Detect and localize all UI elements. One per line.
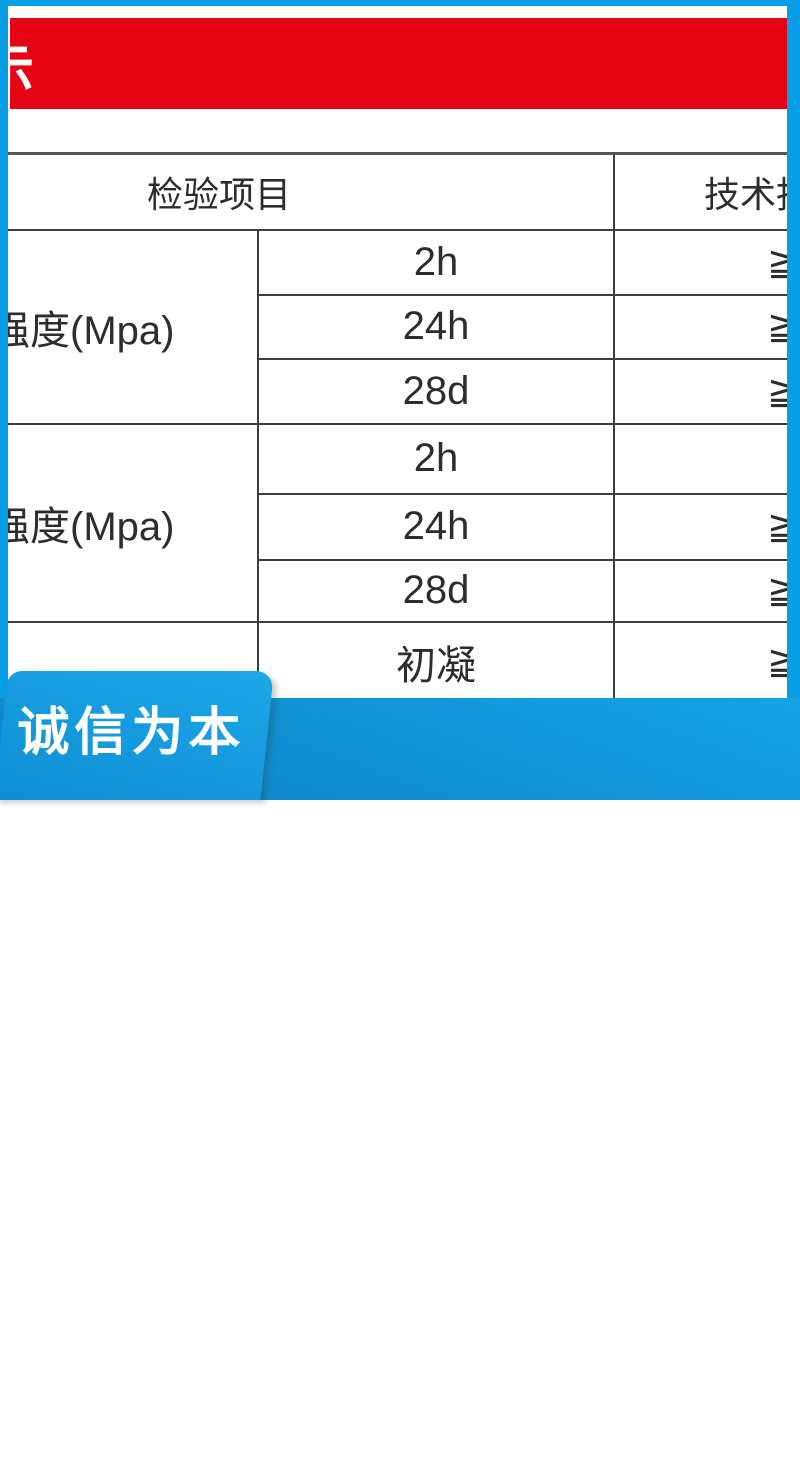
table-row: 强度(Mpa) 2h ≧ [0,228,800,425]
frame-left-border [0,0,8,800]
group-1-label: 强度(Mpa) [0,308,175,353]
spec-value: ≧ [613,293,800,360]
frame-right-border [787,0,800,800]
age-cell: 28d [256,558,616,623]
age-cell: 初凝 [256,620,616,703]
spec-value: ≧ [613,357,800,425]
spec-value: ≧ [613,558,800,623]
bar-slogans: 发货及时 畅销当地 [292,1422,756,1472]
spec-value: ≧ [613,492,800,561]
group-2-label-cell: 强度(Mpa) [0,422,259,623]
table-row: 28d ≧ [0,558,800,623]
header-inspection-items: 检验项目 [0,152,616,231]
spec-value: ≧ [613,422,800,495]
table-header-row: 检验项目 技术指标 [0,152,800,231]
group-2-label: 强度(Mpa) [0,504,175,549]
age-cell: 2h [256,422,616,495]
spec-value: ≧ [613,620,800,703]
table-row: 强度(Mpa) 2h ≧ [0,422,800,623]
integrity-ribbon: 诚信为本 [0,671,274,800]
age-cell: 28d [256,357,616,425]
header-technical-spec: 技术指标 [613,152,800,231]
frame-top-border [0,0,800,6]
age-cell: 24h [256,492,616,561]
age-cell: 2h [256,228,616,296]
banner-clipped-character: 示 [10,44,34,98]
slogan-shipping: 发货及时 [292,1419,504,1475]
group-1-label-cell: 强度(Mpa) [0,228,259,425]
top-banner: 示 [10,18,787,109]
age-cell: 24h [256,293,616,360]
slogan-popular: 畅销当地 [544,1419,756,1475]
spec-table: 检验项目 技术指标 强度(Mpa) 2h ≧ 24h ≧ 28d ≧ 强度(Mp… [0,152,800,703]
slogan-integrity: 诚信为本 [17,704,246,762]
table-row: 24h ≧ [0,492,800,561]
table-row: 28d ≧ [0,357,800,425]
spec-value: ≧ [613,228,800,296]
spec-table-container: 检验项目 技术指标 强度(Mpa) 2h ≧ 24h ≧ 28d ≧ 强度(Mp… [0,152,800,703]
